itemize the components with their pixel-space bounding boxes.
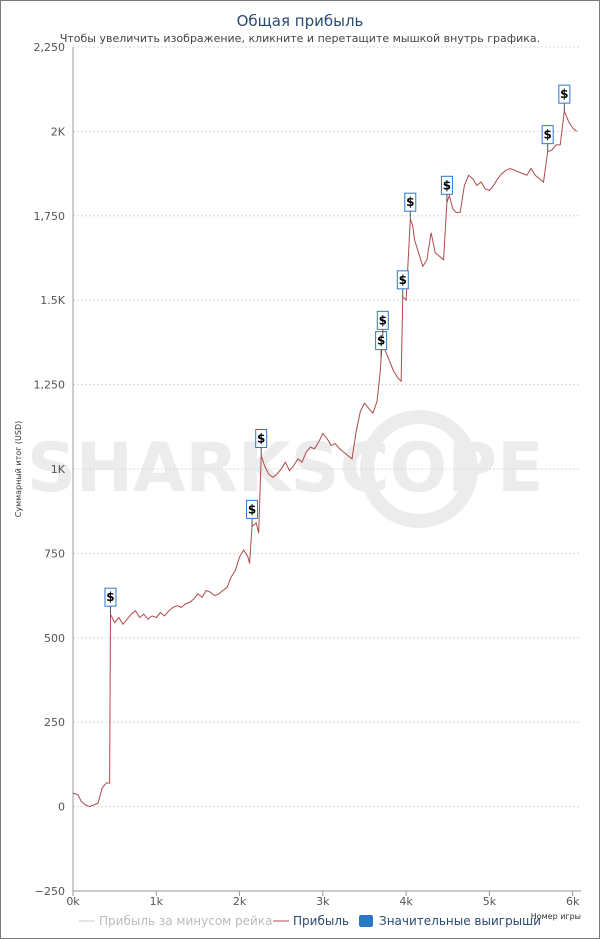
x-tick-label: 4k	[399, 895, 413, 908]
flag-box	[104, 587, 117, 607]
dollar-flag-icon: $	[377, 334, 385, 348]
y-tick-label: 500	[44, 632, 65, 645]
y-tick-label: −250	[35, 885, 65, 898]
y-tick-label: 1,250	[34, 379, 66, 392]
flag-box	[404, 192, 417, 212]
dollar-flag-icon: $	[544, 128, 552, 142]
flag-box	[396, 270, 409, 290]
x-tick-label: 5k	[483, 895, 497, 908]
legend-item-3[interactable]: Значительные выигрыши	[359, 914, 541, 928]
series-line-profit[interactable]	[72, 109, 578, 808]
significant-win-flag[interactable]: $	[104, 587, 117, 615]
significant-win-flag[interactable]: $	[404, 192, 417, 220]
x-tick-label: 0k	[66, 895, 80, 908]
x-tick-label: 3k	[316, 895, 330, 908]
flag-box	[255, 428, 268, 448]
flag-box	[440, 175, 453, 195]
y-tick-label: 0	[58, 801, 65, 814]
y-tick-label: 250	[44, 716, 65, 729]
plot-area[interactable]	[72, 109, 578, 808]
significant-win-flag[interactable]: $	[255, 428, 268, 456]
x-tick-label: 2k	[233, 895, 247, 908]
significant-win-flag[interactable]: $	[558, 84, 571, 112]
legend[interactable]: Прибыль за минусом рейка Прибыль Значитель…	[79, 914, 541, 928]
y-tick-label: 2,250	[34, 41, 66, 54]
significant-win-flag[interactable]: $	[375, 331, 388, 358]
legend-box-symbol	[359, 915, 373, 927]
x-axis-title: Номер игры	[531, 912, 581, 921]
dollar-flag-icon: $	[406, 195, 414, 209]
flag-box	[541, 125, 554, 145]
significant-win-flag[interactable]: $	[440, 175, 453, 203]
significant-win-flag[interactable]: $	[246, 499, 259, 527]
y-tick-label: 1K	[51, 463, 66, 476]
y-axis-ticks: −250 0 250 500 750 1K 1,250 1.5K 1,750 2K 2,250	[34, 41, 66, 898]
legend-item-1[interactable]: Прибыль за минусом рейка	[79, 914, 272, 928]
significant-win-flag[interactable]: $	[541, 125, 554, 152]
legend-label: Значительные выигрыши	[379, 914, 541, 928]
chart-subtitle: Чтобы увеличить изображение, кликните и …	[60, 32, 540, 45]
axes	[72, 47, 581, 892]
flag-box	[246, 499, 259, 519]
significant-wins-flags[interactable]: $ $ $ $ $ $ $ $ $ $	[104, 84, 571, 615]
y-tick-label: 1,750	[34, 210, 66, 223]
y-axis-title: Суммарный итог (USD)	[14, 421, 23, 518]
flag-box	[375, 331, 388, 351]
dollar-flag-icon: $	[443, 178, 451, 192]
dollar-flag-icon: $	[257, 431, 265, 445]
significant-win-flag[interactable]: $	[396, 270, 409, 297]
dollar-flag-icon: $	[399, 273, 407, 287]
flag-box	[558, 84, 571, 104]
flag-box	[376, 310, 389, 330]
x-axis-ticks: 0k 1k 2k 3k 4k 5k 6k	[66, 891, 580, 908]
x-tick-label: 6k	[566, 895, 580, 908]
x-tick-label: 1k	[150, 895, 164, 908]
y-tick-label: 1.5K	[40, 294, 65, 307]
significant-win-flag[interactable]: $	[376, 310, 389, 338]
dollar-flag-icon: $	[379, 313, 387, 327]
legend-item-2[interactable]: Прибыль	[273, 914, 349, 928]
legend-label: Прибыль	[293, 914, 349, 928]
dollar-flag-icon: $	[248, 502, 256, 516]
dollar-flag-icon: $	[106, 590, 114, 604]
y-tick-label: 750	[44, 547, 65, 560]
legend-label: Прибыль за минусом рейка	[99, 914, 272, 928]
chart-title: Общая прибыль	[237, 12, 364, 30]
y-tick-label: 2K	[51, 125, 66, 138]
dollar-flag-icon: $	[560, 87, 568, 101]
